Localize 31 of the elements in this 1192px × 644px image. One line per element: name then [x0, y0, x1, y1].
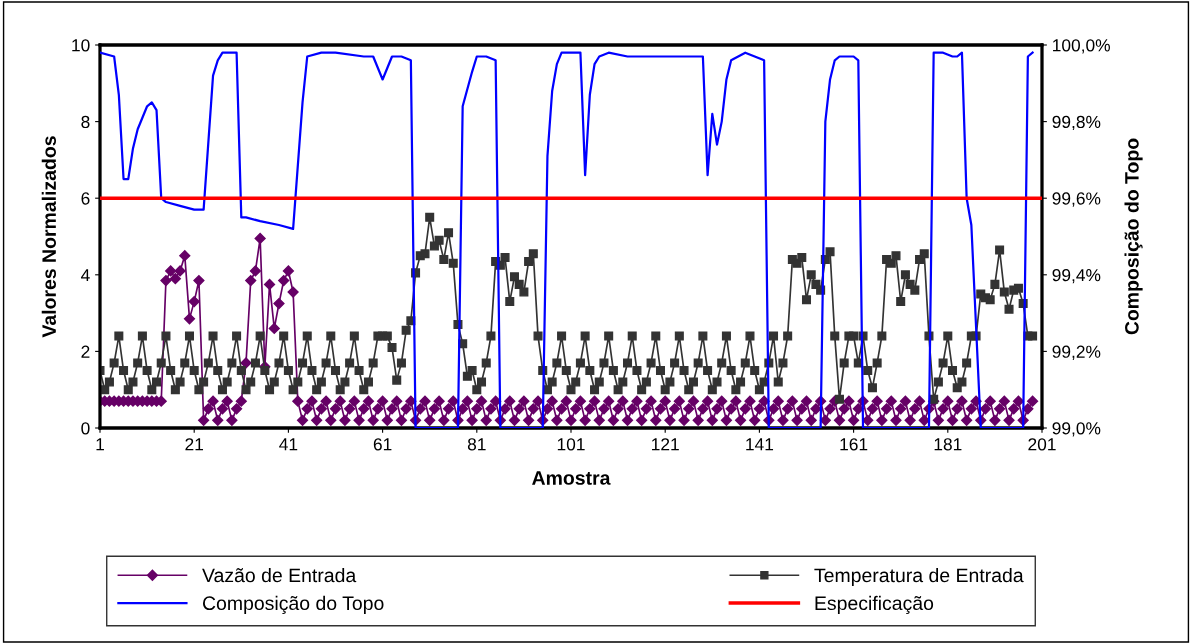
y-tick-label: 8 — [81, 115, 90, 129]
y2-axis-title: Composição do Topo — [1124, 138, 1143, 335]
y-tick-label: 4 — [81, 269, 90, 282]
x-tick-label: 101 — [557, 438, 585, 451]
legend-label: Composição do Topo — [202, 595, 384, 615]
x-tick-label: 201 — [1028, 438, 1056, 451]
y-tick-label: 2 — [81, 345, 90, 358]
legend-label: Temperatura de Entrada — [814, 567, 1024, 587]
y2-tick-label: 99,4% — [1052, 268, 1101, 284]
x-tick-label: 1 — [96, 438, 104, 451]
x-tick-label: 181 — [934, 438, 962, 451]
y-tick-label: 10 — [72, 39, 90, 52]
x-tick-label: 61 — [373, 438, 392, 451]
y2-tick-label: 99,0% — [1052, 422, 1101, 437]
y-axis-title: Valores Normalizados — [41, 136, 57, 338]
line-series — [100, 51, 1034, 428]
x-tick-label: 81 — [467, 438, 486, 451]
y2-tick-label: 99,6% — [1052, 192, 1101, 207]
y-tick-label: 0 — [81, 422, 90, 435]
x-tick-label: 161 — [840, 438, 868, 451]
x-tick-label: 121 — [652, 438, 679, 451]
y2-tick-label: 99,8% — [1052, 115, 1101, 131]
legend-label: Vazão de Entrada — [202, 567, 357, 583]
y2-tick-label: 100,0% — [1053, 39, 1110, 54]
y2-tick-label: 99,2% — [1052, 345, 1101, 360]
x-tick-label: 21 — [185, 438, 204, 451]
y-tick-label: 6 — [81, 192, 90, 205]
legend-label: Especificação — [815, 595, 934, 615]
x-tick-label: 141 — [746, 438, 774, 451]
x-axis-title: Amostra — [532, 471, 611, 485]
x-tick-label: 41 — [279, 438, 298, 451]
